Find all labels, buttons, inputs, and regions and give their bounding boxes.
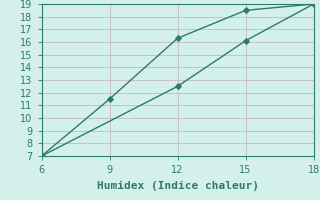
X-axis label: Humidex (Indice chaleur): Humidex (Indice chaleur) bbox=[97, 181, 259, 191]
